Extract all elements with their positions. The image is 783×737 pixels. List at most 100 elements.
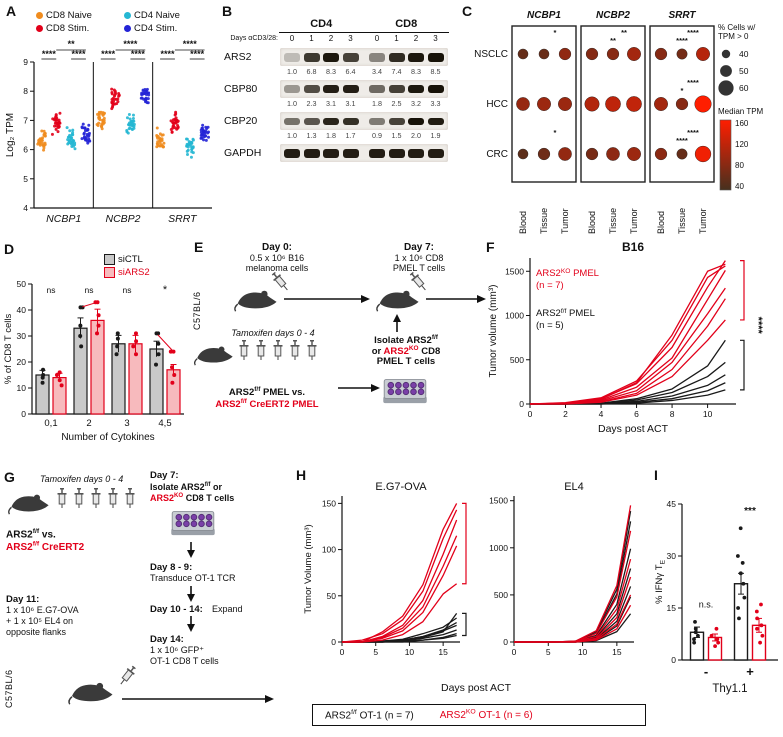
blot-band — [408, 85, 424, 93]
svg-text:*: * — [681, 86, 684, 95]
svg-text:4: 4 — [23, 203, 28, 213]
mouse-icon — [374, 286, 420, 317]
legend-item: CD8 Stim. — [36, 23, 124, 34]
svg-text:ns: ns — [123, 285, 132, 295]
blot-strip — [280, 144, 448, 162]
panel-b: B CD4 CD8 Days αCD3/28: 0 1 2 3 0 1 2 3 ARS2 1.0 6.8 8… — [222, 2, 462, 240]
svg-text:500: 500 — [510, 355, 524, 365]
day0-title: Day 0: — [261, 242, 292, 253]
svg-text:Log₂ TPM: Log₂ TPM — [5, 113, 16, 157]
red-series — [341, 503, 458, 643]
svg-text:20: 20 — [17, 357, 27, 367]
day7-cells-2: PMEL T cells — [392, 263, 446, 273]
blot-strip — [280, 112, 448, 130]
day0-cells-2: melanoma cells — [245, 263, 309, 273]
blot-band — [303, 148, 320, 158]
band-quantification: 1.8 — [326, 131, 336, 140]
arrow-down-icon — [187, 586, 195, 602]
band-quantification: 6.8 — [306, 67, 317, 76]
svg-text:****: **** — [471, 562, 476, 578]
tube-rack-icon — [170, 504, 216, 543]
panel-h: H E.G7-OVA 0 50 100 150 0 5 10 15 Tumor Volume (m… — [296, 468, 656, 736]
legend-label: CD4 Stim. — [134, 23, 178, 34]
panel-i: I 0 15 30 45 % IFNγ TE - + n.s. *** Thy1.1 — [654, 468, 782, 736]
band-quantification: 2.0 — [411, 131, 421, 140]
day89-text: Transduce OT-1 TCR — [150, 573, 236, 583]
svg-text:% of CD8 T cells: % of CD8 T cells — [3, 314, 14, 385]
svg-text:60: 60 — [739, 83, 749, 93]
protein-label: ARS2 — [224, 51, 252, 63]
svg-text:-: - — [704, 664, 708, 679]
blot-band — [369, 117, 385, 125]
arrow-right-icon — [338, 384, 380, 392]
svg-text:****: **** — [676, 136, 688, 145]
svg-text:1000: 1000 — [489, 543, 508, 553]
svg-text:ns: ns — [85, 285, 94, 295]
blot-band — [303, 117, 320, 125]
arrow-down-icon — [187, 616, 195, 632]
blot-band — [388, 117, 405, 125]
band-quantification: 1.5 — [391, 131, 402, 140]
blot-band — [369, 52, 385, 62]
svg-text:4,5: 4,5 — [158, 418, 171, 429]
blot-strip — [280, 48, 448, 66]
panel-c-dot-plot: NSCLC HCC CRC NCBP1 * * Blood Tissue Tumor NCBP2 *… — [462, 2, 782, 249]
svg-text:0: 0 — [528, 409, 533, 419]
svg-text:****: **** — [687, 128, 699, 137]
svg-text:80: 80 — [735, 161, 744, 170]
panel-d-label: D — [4, 241, 15, 257]
blot-band — [284, 85, 300, 93]
blot-band — [427, 117, 444, 125]
header-underline — [364, 32, 449, 33]
svg-text:0,1: 0,1 — [44, 418, 57, 429]
svg-text:1500: 1500 — [505, 266, 524, 276]
svg-text:50: 50 — [327, 591, 337, 601]
panel-c-label: C — [462, 3, 473, 19]
legend-dot-cd4-naive — [124, 12, 131, 19]
day-number: 3 — [348, 34, 353, 43]
day7-title: Day 7: — [403, 242, 434, 253]
legend-swatch-fill — [105, 268, 114, 277]
legend-dot-cd8-stim — [36, 25, 43, 32]
legend-item: CD4 Stim. — [124, 23, 216, 34]
legend-label: siCTL — [118, 254, 143, 265]
svg-text:Median TPM: Median TPM — [718, 107, 764, 116]
blot-band — [427, 52, 444, 62]
svg-text:8: 8 — [23, 86, 28, 96]
panel-i-label: I — [654, 467, 658, 483]
blot-band — [427, 148, 444, 158]
mouse-icon — [66, 678, 114, 710]
mouse-icon — [232, 286, 278, 317]
days-label: Days αCD3/28: — [230, 35, 278, 42]
day0-cells: 0.5 x 10⁶ B16 — [249, 253, 305, 263]
svg-text:120: 120 — [735, 140, 749, 149]
band-quantification: 0.9 — [372, 131, 382, 140]
band-quantification: 6.4 — [345, 67, 356, 76]
svg-text:Days post ACT: Days post ACT — [598, 423, 669, 435]
svg-text:1000: 1000 — [505, 311, 524, 321]
svg-text:**: ** — [610, 36, 616, 45]
svg-text:40: 40 — [735, 182, 744, 191]
svg-text:Blood: Blood — [656, 211, 666, 234]
legend-dot-cd4-stim — [124, 25, 131, 32]
blot-band — [323, 85, 339, 93]
panel-d-legend: siCTL siARS2 — [104, 254, 150, 278]
svg-text:Tissue: Tissue — [539, 208, 549, 234]
band-quantification: 1.7 — [345, 131, 356, 140]
svg-text:Tumor: Tumor — [629, 208, 639, 234]
legend-item-sictl: siCTL — [104, 254, 150, 265]
blot-band — [342, 117, 359, 125]
svg-text:*: * — [554, 128, 557, 137]
svg-text:0: 0 — [21, 409, 26, 419]
svg-text:0: 0 — [340, 647, 345, 657]
svg-text:EL4: EL4 — [564, 481, 584, 493]
panel-e: E Day 0: 0.5 x 10⁶ B16 melanoma cells Da… — [192, 240, 488, 468]
mouse-icon — [6, 490, 50, 520]
panel-h-label: H — [296, 467, 307, 483]
svg-text:10: 10 — [17, 383, 27, 393]
svg-text:40: 40 — [17, 305, 27, 315]
panel-a-label: A — [6, 3, 17, 19]
svg-text:NSCLC: NSCLC — [474, 49, 508, 60]
day89-title: Day 8 - 9: — [150, 562, 193, 573]
panel-a-legend: CD8 Naive CD4 Naive CD8 Stim. CD4 Stim. — [36, 10, 216, 34]
